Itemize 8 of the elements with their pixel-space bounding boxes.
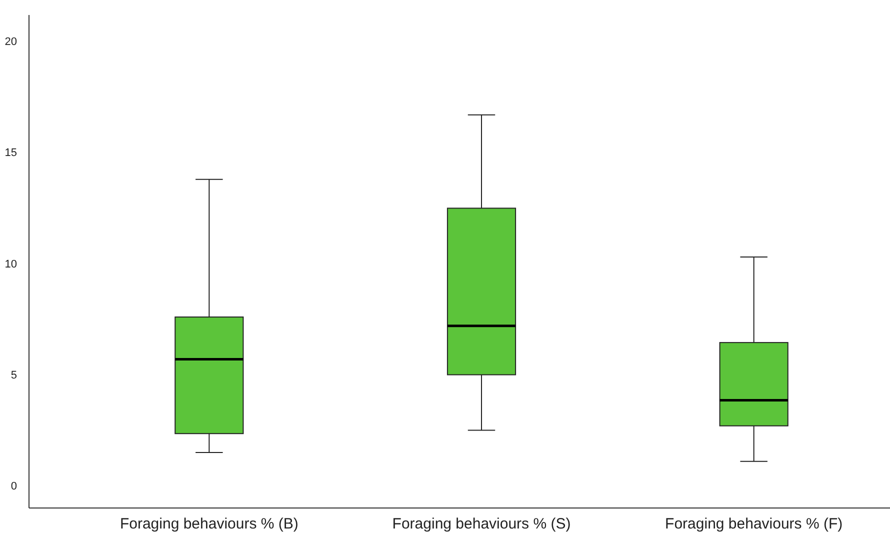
x-tick-label: Foraging behaviours % (B) xyxy=(120,516,298,533)
y-tick-label: 0 xyxy=(10,480,17,492)
y-tick-label: 10 xyxy=(4,258,17,270)
x-tick-label: Foraging behaviours % (S) xyxy=(392,516,571,533)
x-tick-label: Foraging behaviours % (F) xyxy=(665,516,843,533)
y-tick-label: 15 xyxy=(4,147,17,160)
y-tick-label: 5 xyxy=(10,369,17,382)
y-tick-label: 20 xyxy=(4,36,17,48)
